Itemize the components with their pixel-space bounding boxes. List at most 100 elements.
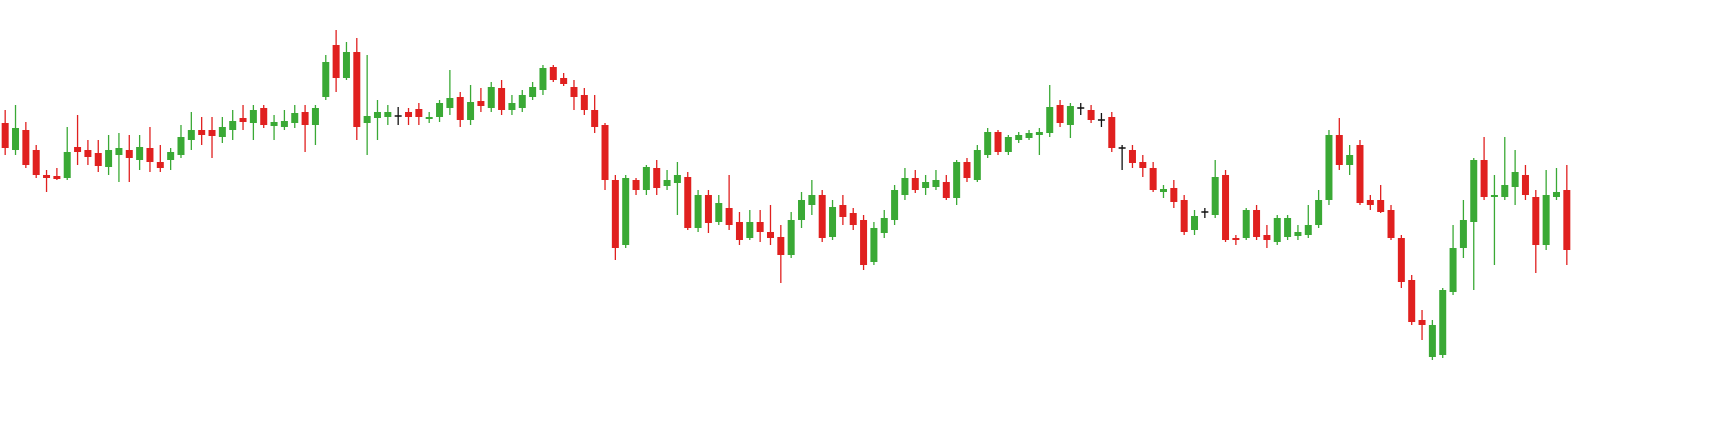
candle-body [208, 130, 216, 136]
candle-body [1170, 188, 1178, 202]
candle-body [1118, 147, 1126, 149]
candle-body [301, 112, 309, 125]
candle-body [549, 67, 557, 80]
candle-body [973, 150, 981, 180]
candle-body [1356, 145, 1364, 203]
candle-body [1025, 133, 1033, 138]
candle-body [1004, 137, 1012, 152]
candle-body [756, 222, 764, 232]
candle-body [1563, 190, 1571, 250]
candle-body [642, 167, 650, 190]
candle-body [518, 95, 526, 108]
candle-body [1253, 210, 1261, 237]
candle-body [715, 203, 723, 222]
candle-body [1397, 238, 1405, 282]
candle-body [632, 180, 640, 190]
candle-body [560, 78, 568, 84]
candle-body [436, 103, 444, 117]
candle-body [766, 232, 774, 238]
candle-body [849, 213, 857, 225]
candle-body [415, 109, 423, 117]
candle-body [394, 115, 402, 117]
candle-body [704, 195, 712, 223]
candle-body [622, 178, 630, 245]
candle-body [280, 121, 288, 127]
candle-body [746, 222, 754, 238]
candle-body [1128, 150, 1136, 163]
candle-body [260, 108, 268, 125]
candle-body [446, 98, 454, 108]
candle-body [1449, 248, 1457, 292]
candle-body [880, 218, 888, 233]
candle-body [591, 110, 599, 127]
candle-body [653, 168, 661, 188]
candle-body [891, 190, 899, 220]
candle-body [1097, 119, 1105, 121]
candle-body [601, 125, 609, 180]
candle-body [1273, 218, 1281, 242]
candle-body [1480, 160, 1488, 197]
candle-body [373, 112, 381, 118]
candle-body [1532, 197, 1540, 245]
candle-body [818, 195, 826, 238]
candle-body [146, 148, 154, 162]
candle-body [12, 128, 20, 150]
candle-body [487, 87, 495, 108]
candle-body [570, 87, 578, 97]
candle-body [798, 200, 806, 220]
candle-body [1418, 320, 1426, 325]
candle-body [1428, 325, 1436, 357]
candle-body [477, 101, 485, 106]
candle-body [53, 176, 61, 179]
candle-body [787, 220, 795, 255]
candle-body [105, 150, 113, 167]
candle-body [725, 208, 733, 225]
candle-body [984, 132, 992, 155]
candle-body [1015, 135, 1023, 140]
candle-body [177, 137, 185, 155]
candle-body [249, 110, 257, 123]
candle-body [932, 180, 940, 187]
candle-body [860, 220, 868, 265]
candle-body [1149, 168, 1157, 190]
candle-body [901, 178, 909, 195]
candle-body [1511, 172, 1519, 187]
candle-body [125, 150, 133, 158]
candle-body [311, 108, 319, 125]
candle-body [684, 177, 692, 228]
candle-body [673, 175, 681, 183]
candle-body [1501, 185, 1509, 197]
candle-body [332, 45, 340, 78]
candle-body [1222, 175, 1230, 240]
candle-body [994, 132, 1002, 152]
candle-body [1066, 106, 1074, 125]
candle-body [1139, 162, 1147, 168]
candle-body [580, 95, 588, 110]
candle-body [1459, 220, 1467, 248]
candle-body [239, 118, 247, 122]
candle-body [735, 222, 743, 240]
candle-body [1552, 192, 1560, 197]
candle-body [839, 205, 847, 217]
candle-body [74, 147, 82, 152]
candle-body [1439, 290, 1447, 355]
candle-body [198, 130, 206, 135]
candle-body [808, 195, 816, 205]
candle-body [43, 175, 51, 178]
candle-body [1335, 135, 1343, 165]
candle-body [1304, 225, 1312, 235]
candle-body [63, 152, 71, 178]
candle-body [1387, 210, 1395, 238]
candle-body [694, 195, 702, 228]
candle-body [922, 182, 930, 188]
candle-body [84, 150, 92, 157]
candle-body [405, 112, 413, 117]
candle-body [1211, 177, 1219, 215]
candle-body [291, 113, 299, 123]
candle-body [1159, 189, 1167, 192]
candle-body [425, 117, 433, 119]
candle-body [911, 178, 919, 190]
candle-body [322, 62, 330, 97]
